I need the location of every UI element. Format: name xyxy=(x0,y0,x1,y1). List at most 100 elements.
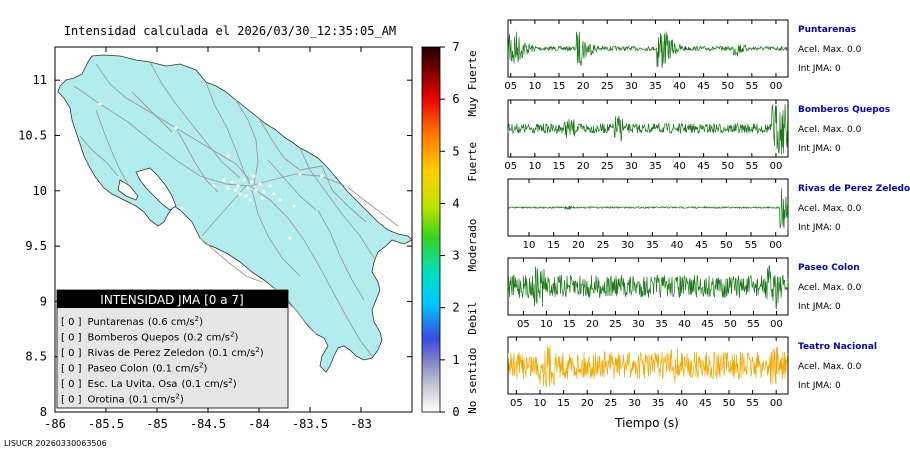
legend-item-sup: 2 xyxy=(255,346,259,354)
legend-item-sup: 2 xyxy=(175,393,179,401)
waveform-tick-label: 40 xyxy=(671,240,684,251)
legend-item-close: ) xyxy=(233,379,237,390)
station-name: Teatro Nacional xyxy=(798,342,877,352)
waveform-tick-label: 55 xyxy=(746,398,759,409)
waveform-tick-label: 25 xyxy=(601,161,614,172)
waveform-trace xyxy=(507,188,789,231)
waveform-panel: 05 10 15 20 25 30 35 40 45 50 55 00 Puntarenas Acel. … xyxy=(504,19,862,92)
legend-item: [ 0 ] Paseo Colon (0.1 cm/s2) xyxy=(61,362,208,375)
legend-item-sup: 2 xyxy=(228,377,232,385)
legend-item-value: (0.1 cm/s xyxy=(181,379,228,390)
colorbar-labels: Muy Fuerte Fuerte Moderado Debil No sentido xyxy=(466,50,479,413)
gulf-of-nicoya xyxy=(135,167,177,211)
waveform-tick-label: 00 xyxy=(770,161,783,172)
waveform-tick-label: 25 xyxy=(597,240,610,251)
station-int: Int JMA: 0 xyxy=(798,381,841,391)
map-x-tick-label: -84 xyxy=(248,417,270,431)
colorbar-label: Moderado xyxy=(466,219,479,272)
waveform-tick-label: 50 xyxy=(720,240,733,251)
waveform-panel: 05 10 15 20 25 30 35 40 45 50 55 00 Teatro Nacional A… xyxy=(507,336,877,409)
waveform-tick-label: 05 xyxy=(504,81,517,92)
waveform-tick-label: 25 xyxy=(601,81,614,92)
station-int: Int JMA: 0 xyxy=(798,223,841,233)
waveform-tick-label: 45 xyxy=(697,161,710,172)
legend-item-value: (0.1 cm/s xyxy=(208,348,255,359)
legend-item-prefix: [ 0 ] xyxy=(61,333,82,344)
legend-item-prefix: [ 0 ] xyxy=(61,348,82,359)
station-acel: Acel. Max. 0.0 xyxy=(798,362,862,372)
map-x-tick-label: -83 xyxy=(350,417,372,431)
colorbar-label: Muy Fuerte xyxy=(466,50,479,116)
map-y-tick-label: 8.5 xyxy=(25,350,47,364)
waveform-tick-label: 35 xyxy=(649,161,662,172)
station-acel: Acel. Max. 0.0 xyxy=(798,45,862,55)
map-y-tick-label: 9.5 xyxy=(25,239,47,253)
waveform-tick-label: 30 xyxy=(625,161,638,172)
colorbar-tick-label: 6 xyxy=(452,92,459,106)
map-y-tick-label: 10 xyxy=(33,184,47,198)
map-x-tick-label: -85 xyxy=(146,417,168,431)
station-name: Puntarenas xyxy=(798,25,856,35)
legend-item-value: (0.2 cm/s xyxy=(183,333,230,344)
colorbar-tick-label: 7 xyxy=(452,40,459,54)
legend-item-name: Puntarenas xyxy=(88,317,144,328)
waveform-tick-label: 55 xyxy=(745,161,758,172)
colorbar-tick-label: 3 xyxy=(452,249,459,263)
waveform-tick-label: 35 xyxy=(655,319,668,330)
waveform-tick-label: 10 xyxy=(523,240,536,251)
waveform-tick-label: 15 xyxy=(563,319,576,330)
legend-item-close: ) xyxy=(180,395,184,406)
waveform-tick-label: 00 xyxy=(770,319,783,330)
waveform-tick-label: 05 xyxy=(510,398,523,409)
waveform-tick-label: 20 xyxy=(572,240,585,251)
waveform-tick-label: 00 xyxy=(770,81,783,92)
waveform-tick-label: 30 xyxy=(632,319,645,330)
waveform-panel: 05 10 15 20 25 30 35 40 45 50 55 00 Paseo Colon Acel.… xyxy=(507,257,862,330)
legend-item-close: ) xyxy=(234,333,238,344)
colorbar-tick-label: 2 xyxy=(452,301,459,315)
map-y-tick-label: 11 xyxy=(33,73,47,87)
colorbar-label: Fuerte xyxy=(466,142,479,182)
legend-item-name: Esc. La Uvita. Osa xyxy=(88,379,178,390)
waveform-tick-label: 00 xyxy=(770,398,783,409)
map-y-axis: 11 10.5 10 9.5 9 8.5 8 xyxy=(18,73,412,419)
legend-item-sup: 2 xyxy=(195,315,199,323)
station-acel: Acel. Max. 0.0 xyxy=(798,125,862,135)
waveform-tick-label: 15 xyxy=(547,240,560,251)
legend-item-name: Rivas de Perez Zeledon xyxy=(88,348,205,359)
legend-item-sup: 2 xyxy=(230,331,234,339)
station-int: Int JMA: 0 xyxy=(798,64,841,74)
legend-item-prefix: [ 0 ] xyxy=(61,395,82,406)
map-y-tick-label: 9 xyxy=(40,294,47,308)
legend-item-name: Bomberos Quepos xyxy=(88,333,180,344)
waveform-tick-label: 30 xyxy=(625,81,638,92)
map-x-tick-label: -83.5 xyxy=(292,417,328,431)
legend-item-sup: 2 xyxy=(199,362,203,370)
waveform-tick-label: 10 xyxy=(529,161,542,172)
waveform-tick-label: 30 xyxy=(628,398,641,409)
waveform-tick-label: 45 xyxy=(701,319,714,330)
colorbar-label: Debil xyxy=(466,302,479,335)
map-y-tick-label: 10.5 xyxy=(18,128,47,142)
colorbar-ticks: 7 6 5 4 3 2 1 0 xyxy=(440,40,460,419)
legend-title: INTENSIDAD JMA [0 a 7] xyxy=(100,293,243,307)
station-int: Int JMA: 0 xyxy=(798,302,841,312)
urban-area xyxy=(98,102,374,240)
waveform-tick-label: 40 xyxy=(673,161,686,172)
waveform-tick-label: 10 xyxy=(540,319,553,330)
colorbar-tick-label: 0 xyxy=(452,405,459,419)
waveform-panel: 10 15 20 25 30 35 40 45 50 55 00 Rivas de Perez Zel… xyxy=(507,178,910,251)
legend-box xyxy=(56,289,289,409)
waveform-tick-label: 50 xyxy=(723,398,736,409)
time-axis-label: Tiempo (s) xyxy=(614,416,679,430)
waveform-tick-label: 50 xyxy=(721,161,734,172)
waveform-tick-label: 20 xyxy=(577,161,590,172)
waveform-tick-label: 20 xyxy=(586,319,599,330)
costa-rica-land xyxy=(57,54,412,373)
legend-item: [ 0 ] Rivas de Perez Zeledon (0.1 cm/s2) xyxy=(61,346,264,359)
waveform-tick-label: 50 xyxy=(721,81,734,92)
waveform-panels: 05 10 15 20 25 30 35 40 45 50 55 00 Puntarenas Acel. … xyxy=(504,19,910,409)
legend-item-close: ) xyxy=(199,317,203,328)
waveform-tick-label: 40 xyxy=(673,81,686,92)
